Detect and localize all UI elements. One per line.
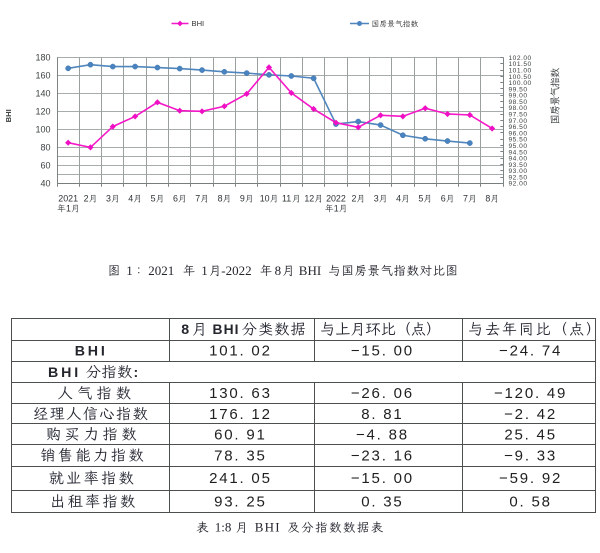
svg-text:93. 25: 93. 25 — [214, 493, 267, 510]
svg-text:99.00: 99.00 — [509, 93, 528, 100]
svg-text:1: 1 — [66, 203, 71, 213]
svg-text:2022: 2022 — [326, 194, 346, 204]
svg-text:60: 60 — [40, 161, 50, 171]
svg-text:98.50: 98.50 — [509, 99, 528, 106]
svg-text:78. 35: 78. 35 — [214, 447, 267, 464]
svg-text:BHI: BHI — [255, 520, 281, 535]
svg-text:101.00: 101.00 — [509, 67, 532, 74]
svg-text:120: 120 — [35, 107, 50, 117]
svg-text:2021: 2021 — [148, 263, 174, 278]
svg-text:180: 180 — [35, 53, 50, 63]
svg-text:92.50: 92.50 — [509, 174, 528, 181]
svg-text:BHI: BHI — [75, 344, 108, 360]
svg-text:80: 80 — [40, 143, 50, 153]
svg-text:4: 4 — [128, 194, 133, 204]
svg-text:100: 100 — [35, 125, 50, 135]
svg-text:−59. 92: −59. 92 — [499, 470, 562, 487]
svg-text:3: 3 — [374, 194, 379, 204]
svg-text:−120. 49: −120. 49 — [494, 385, 567, 402]
svg-text:7: 7 — [195, 194, 200, 204]
svg-text:−9. 33: −9. 33 — [504, 447, 557, 464]
svg-text:2021: 2021 — [58, 194, 78, 204]
svg-text:97.00: 97.00 — [509, 118, 528, 125]
svg-text:1:8: 1:8 — [215, 520, 232, 535]
svg-text:96.50: 96.50 — [509, 124, 528, 131]
svg-text:100.50: 100.50 — [509, 74, 532, 81]
svg-text:BHI: BHI — [48, 365, 81, 381]
svg-text:−23. 16: −23. 16 — [351, 447, 414, 464]
svg-text:2: 2 — [84, 194, 89, 204]
svg-text:8. 81: 8. 81 — [361, 406, 403, 423]
svg-text:40: 40 — [40, 179, 50, 189]
svg-text:93.00: 93.00 — [509, 168, 528, 175]
svg-text:0. 35: 0. 35 — [361, 493, 403, 510]
svg-text:102.00: 102.00 — [509, 55, 532, 62]
svg-text:BHI: BHI — [213, 322, 240, 337]
svg-text:130. 63: 130. 63 — [209, 385, 272, 402]
svg-text:6: 6 — [173, 194, 178, 204]
svg-text:4: 4 — [396, 194, 401, 204]
svg-text:−15. 00: −15. 00 — [351, 470, 414, 487]
svg-text:25. 45: 25. 45 — [504, 426, 557, 443]
svg-text:101. 02: 101. 02 — [209, 343, 272, 360]
svg-text:11: 11 — [282, 194, 291, 204]
svg-text:92.00: 92.00 — [509, 181, 528, 188]
svg-text:93.50: 93.50 — [509, 162, 528, 169]
svg-text:8: 8 — [275, 263, 282, 278]
svg-text:1: 1 — [126, 263, 133, 278]
svg-text:95.00: 95.00 — [509, 143, 528, 150]
svg-text:0. 58: 0. 58 — [509, 493, 551, 510]
svg-text:8: 8 — [218, 194, 223, 204]
svg-text:6: 6 — [441, 194, 446, 204]
svg-text:3: 3 — [106, 194, 111, 204]
svg-text:101.50: 101.50 — [509, 61, 532, 68]
svg-text:5: 5 — [151, 194, 156, 204]
svg-text:97.50: 97.50 — [509, 112, 528, 119]
svg-text:9: 9 — [240, 194, 245, 204]
svg-text:8: 8 — [485, 194, 490, 204]
svg-text:160: 160 — [35, 71, 50, 81]
svg-text:BHI: BHI — [299, 263, 321, 278]
svg-text:96.00: 96.00 — [509, 130, 528, 137]
svg-text:−15. 00: −15. 00 — [351, 343, 414, 360]
svg-text:BHI: BHI — [192, 19, 205, 28]
svg-text:BHI: BHI — [4, 109, 13, 122]
svg-text:1: 1 — [334, 203, 339, 213]
svg-text:60. 91: 60. 91 — [214, 426, 267, 443]
svg-text:10: 10 — [260, 194, 270, 204]
svg-text:5: 5 — [418, 194, 423, 204]
svg-text:-2022: -2022 — [221, 263, 251, 278]
svg-text:100.00: 100.00 — [509, 80, 532, 87]
svg-text:94.50: 94.50 — [509, 149, 528, 156]
svg-text:8: 8 — [181, 322, 189, 338]
svg-text:−2. 42: −2. 42 — [504, 406, 557, 423]
svg-text:−26. 06: −26. 06 — [351, 385, 414, 402]
svg-text:1: 1 — [201, 263, 208, 278]
svg-text:−4. 88: −4. 88 — [356, 426, 409, 443]
svg-text:176. 12: 176. 12 — [209, 406, 272, 423]
svg-text:94.00: 94.00 — [509, 156, 528, 163]
svg-text:241. 05: 241. 05 — [209, 470, 272, 487]
svg-text:98.00: 98.00 — [509, 105, 528, 112]
svg-text:2: 2 — [351, 194, 356, 204]
svg-text::: : — [134, 365, 139, 381]
svg-text:−24. 74: −24. 74 — [499, 343, 562, 360]
svg-text:12: 12 — [304, 194, 314, 204]
svg-text:95.50: 95.50 — [509, 137, 528, 144]
svg-text:140: 140 — [35, 89, 50, 99]
svg-text:99.50: 99.50 — [509, 86, 528, 93]
svg-text:7: 7 — [463, 194, 468, 204]
